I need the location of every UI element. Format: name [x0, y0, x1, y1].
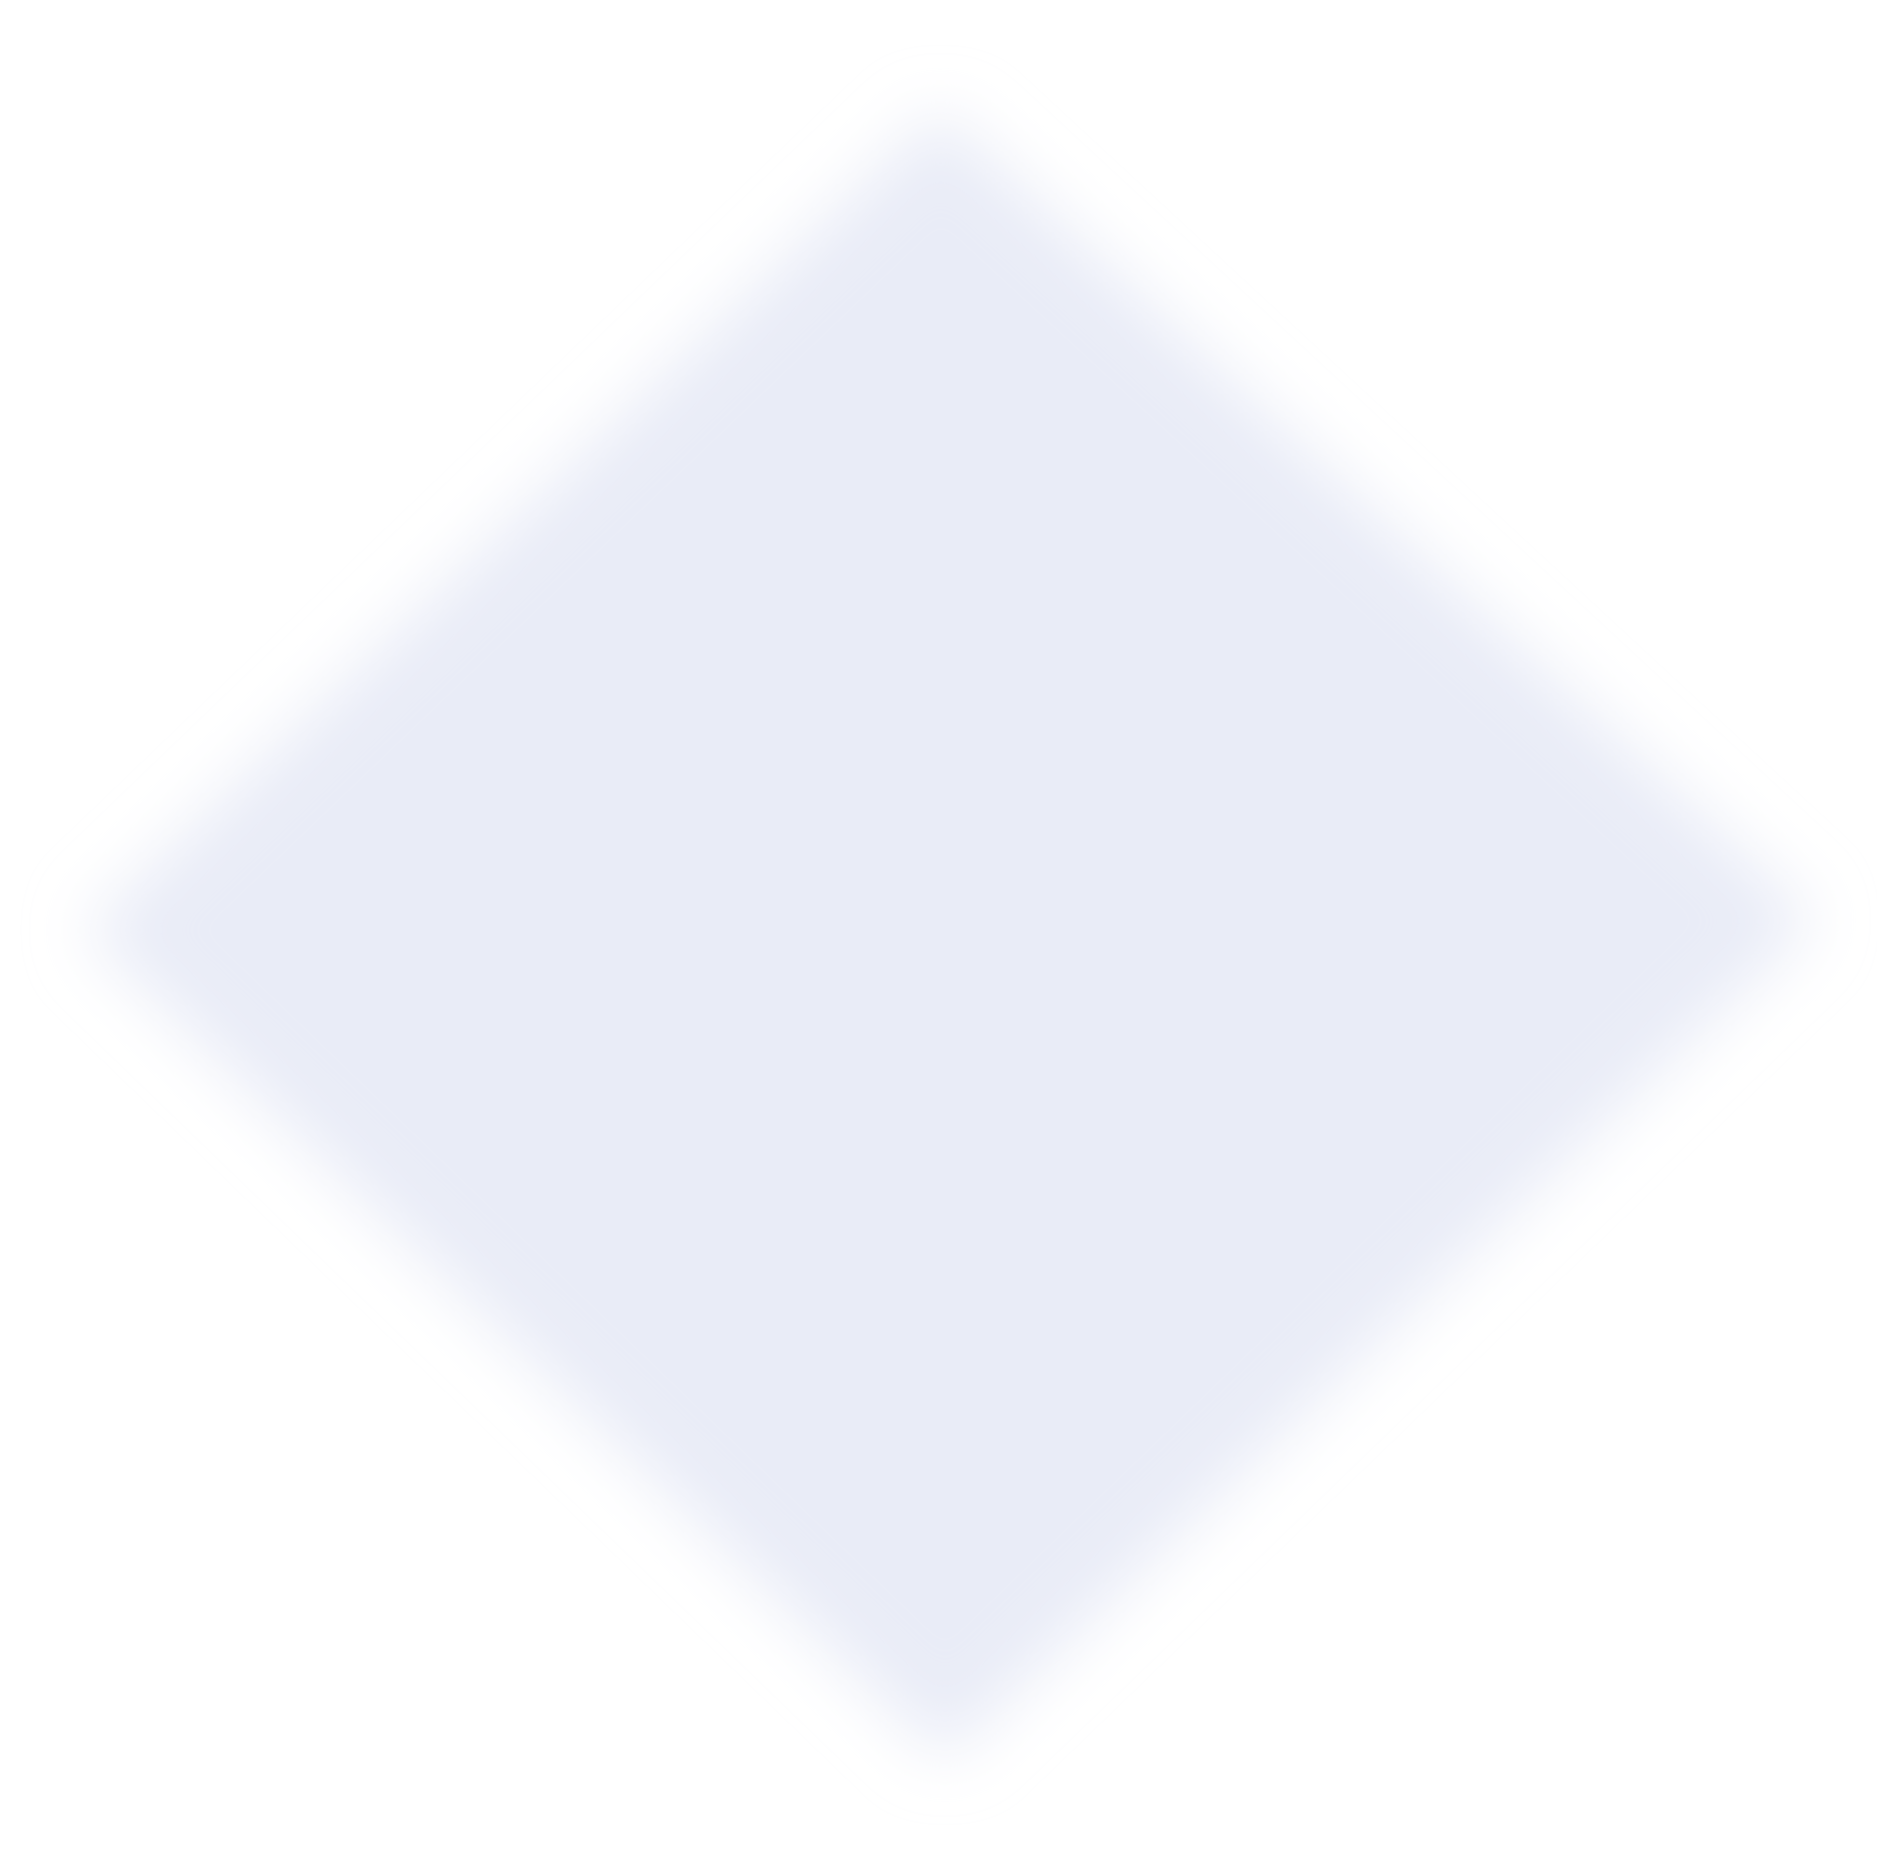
blurred-diamond-shape: [85, 110, 1815, 1760]
